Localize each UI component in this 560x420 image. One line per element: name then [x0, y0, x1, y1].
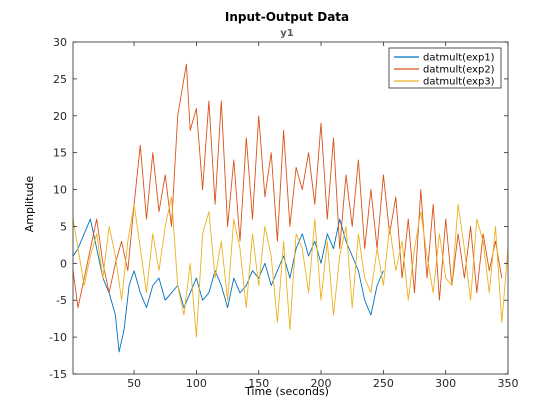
legend: datmult(exp1)datmult(exp2)datmult(exp3)	[388, 47, 502, 89]
x-axis-label: Time (seconds)	[244, 385, 329, 398]
y-tick-label: 30	[53, 36, 67, 49]
y-tick-label: -15	[49, 368, 67, 381]
axes-box	[72, 41, 509, 375]
x-tick-label: 50	[127, 377, 141, 390]
y-tick-label: -5	[56, 294, 67, 307]
x-tick-label: 300	[435, 377, 456, 390]
y-tick-label: 5	[60, 220, 67, 233]
series-line-2	[72, 63, 503, 309]
series-line-1	[72, 218, 384, 353]
x-tick-label: 150	[248, 377, 269, 390]
legend-label-1: datmult(exp1)	[423, 53, 495, 64]
y-tick-label: 15	[53, 147, 67, 160]
legend-label-3: datmult(exp3)	[423, 77, 495, 88]
legend-label-2: datmult(exp2)	[423, 65, 495, 76]
chart-subtitle: y1	[280, 28, 294, 39]
y-tick-label: 10	[53, 184, 67, 197]
y-tick-label: -10	[49, 331, 67, 344]
axes-layer	[72, 41, 509, 375]
x-tick-label: 100	[186, 377, 207, 390]
x-tick-label: 250	[373, 377, 394, 390]
chart-title: Input-Output Data	[225, 10, 349, 24]
y-tick-label: 25	[53, 73, 67, 86]
tick-label-layer: 50 100 150 200 250 300 350 -15 -10 -5 0 5 10 15 20 25 30	[49, 36, 518, 390]
y-axis-label: Amplitude	[23, 176, 36, 233]
series-line-3	[72, 196, 509, 338]
x-tick-label: 350	[498, 377, 519, 390]
y-tick-label: 0	[60, 257, 67, 270]
series-layer	[72, 63, 509, 353]
y-tick-label: 20	[53, 110, 67, 123]
x-tick-label: 200	[311, 377, 332, 390]
